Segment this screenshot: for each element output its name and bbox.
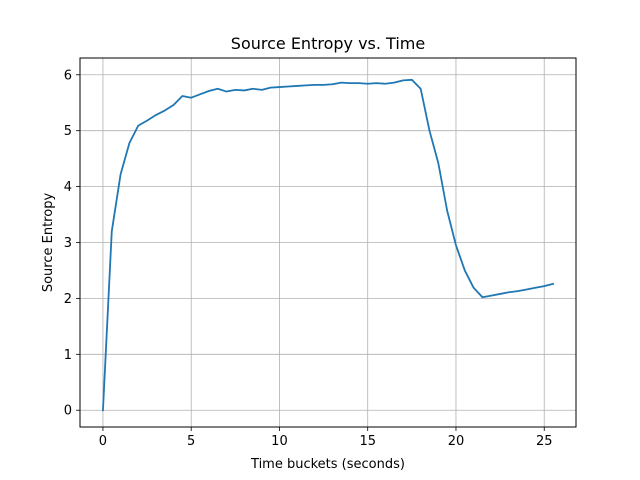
y-tick-label: 2	[64, 292, 72, 307]
grid	[80, 58, 576, 427]
series-layer	[102, 78, 555, 412]
x-axis-title: Time buckets (seconds)	[250, 457, 405, 472]
y-tick-label: 3	[64, 236, 72, 251]
y-tick-label: 4	[64, 180, 72, 195]
x-tick-label: 25	[536, 434, 553, 449]
x-tick-label: 20	[448, 434, 465, 449]
x-tick-label: 10	[271, 434, 288, 449]
y-axis-title: Source Entropy	[41, 193, 56, 293]
y-tick-label: 5	[64, 124, 72, 139]
chart-title: Source Entropy vs. Time	[231, 34, 425, 53]
y-tick-label: 1	[64, 348, 72, 363]
y-tick-label: 6	[64, 68, 72, 83]
x-tick-label: 5	[187, 434, 195, 449]
y-tick-label: 0	[64, 404, 72, 419]
x-tick-label: 0	[99, 434, 107, 449]
ticks: 0 5 10 15 20 25 0 1 2 3 4 5 6	[64, 68, 553, 449]
series-line	[102, 78, 555, 412]
x-tick-label: 15	[359, 434, 376, 449]
